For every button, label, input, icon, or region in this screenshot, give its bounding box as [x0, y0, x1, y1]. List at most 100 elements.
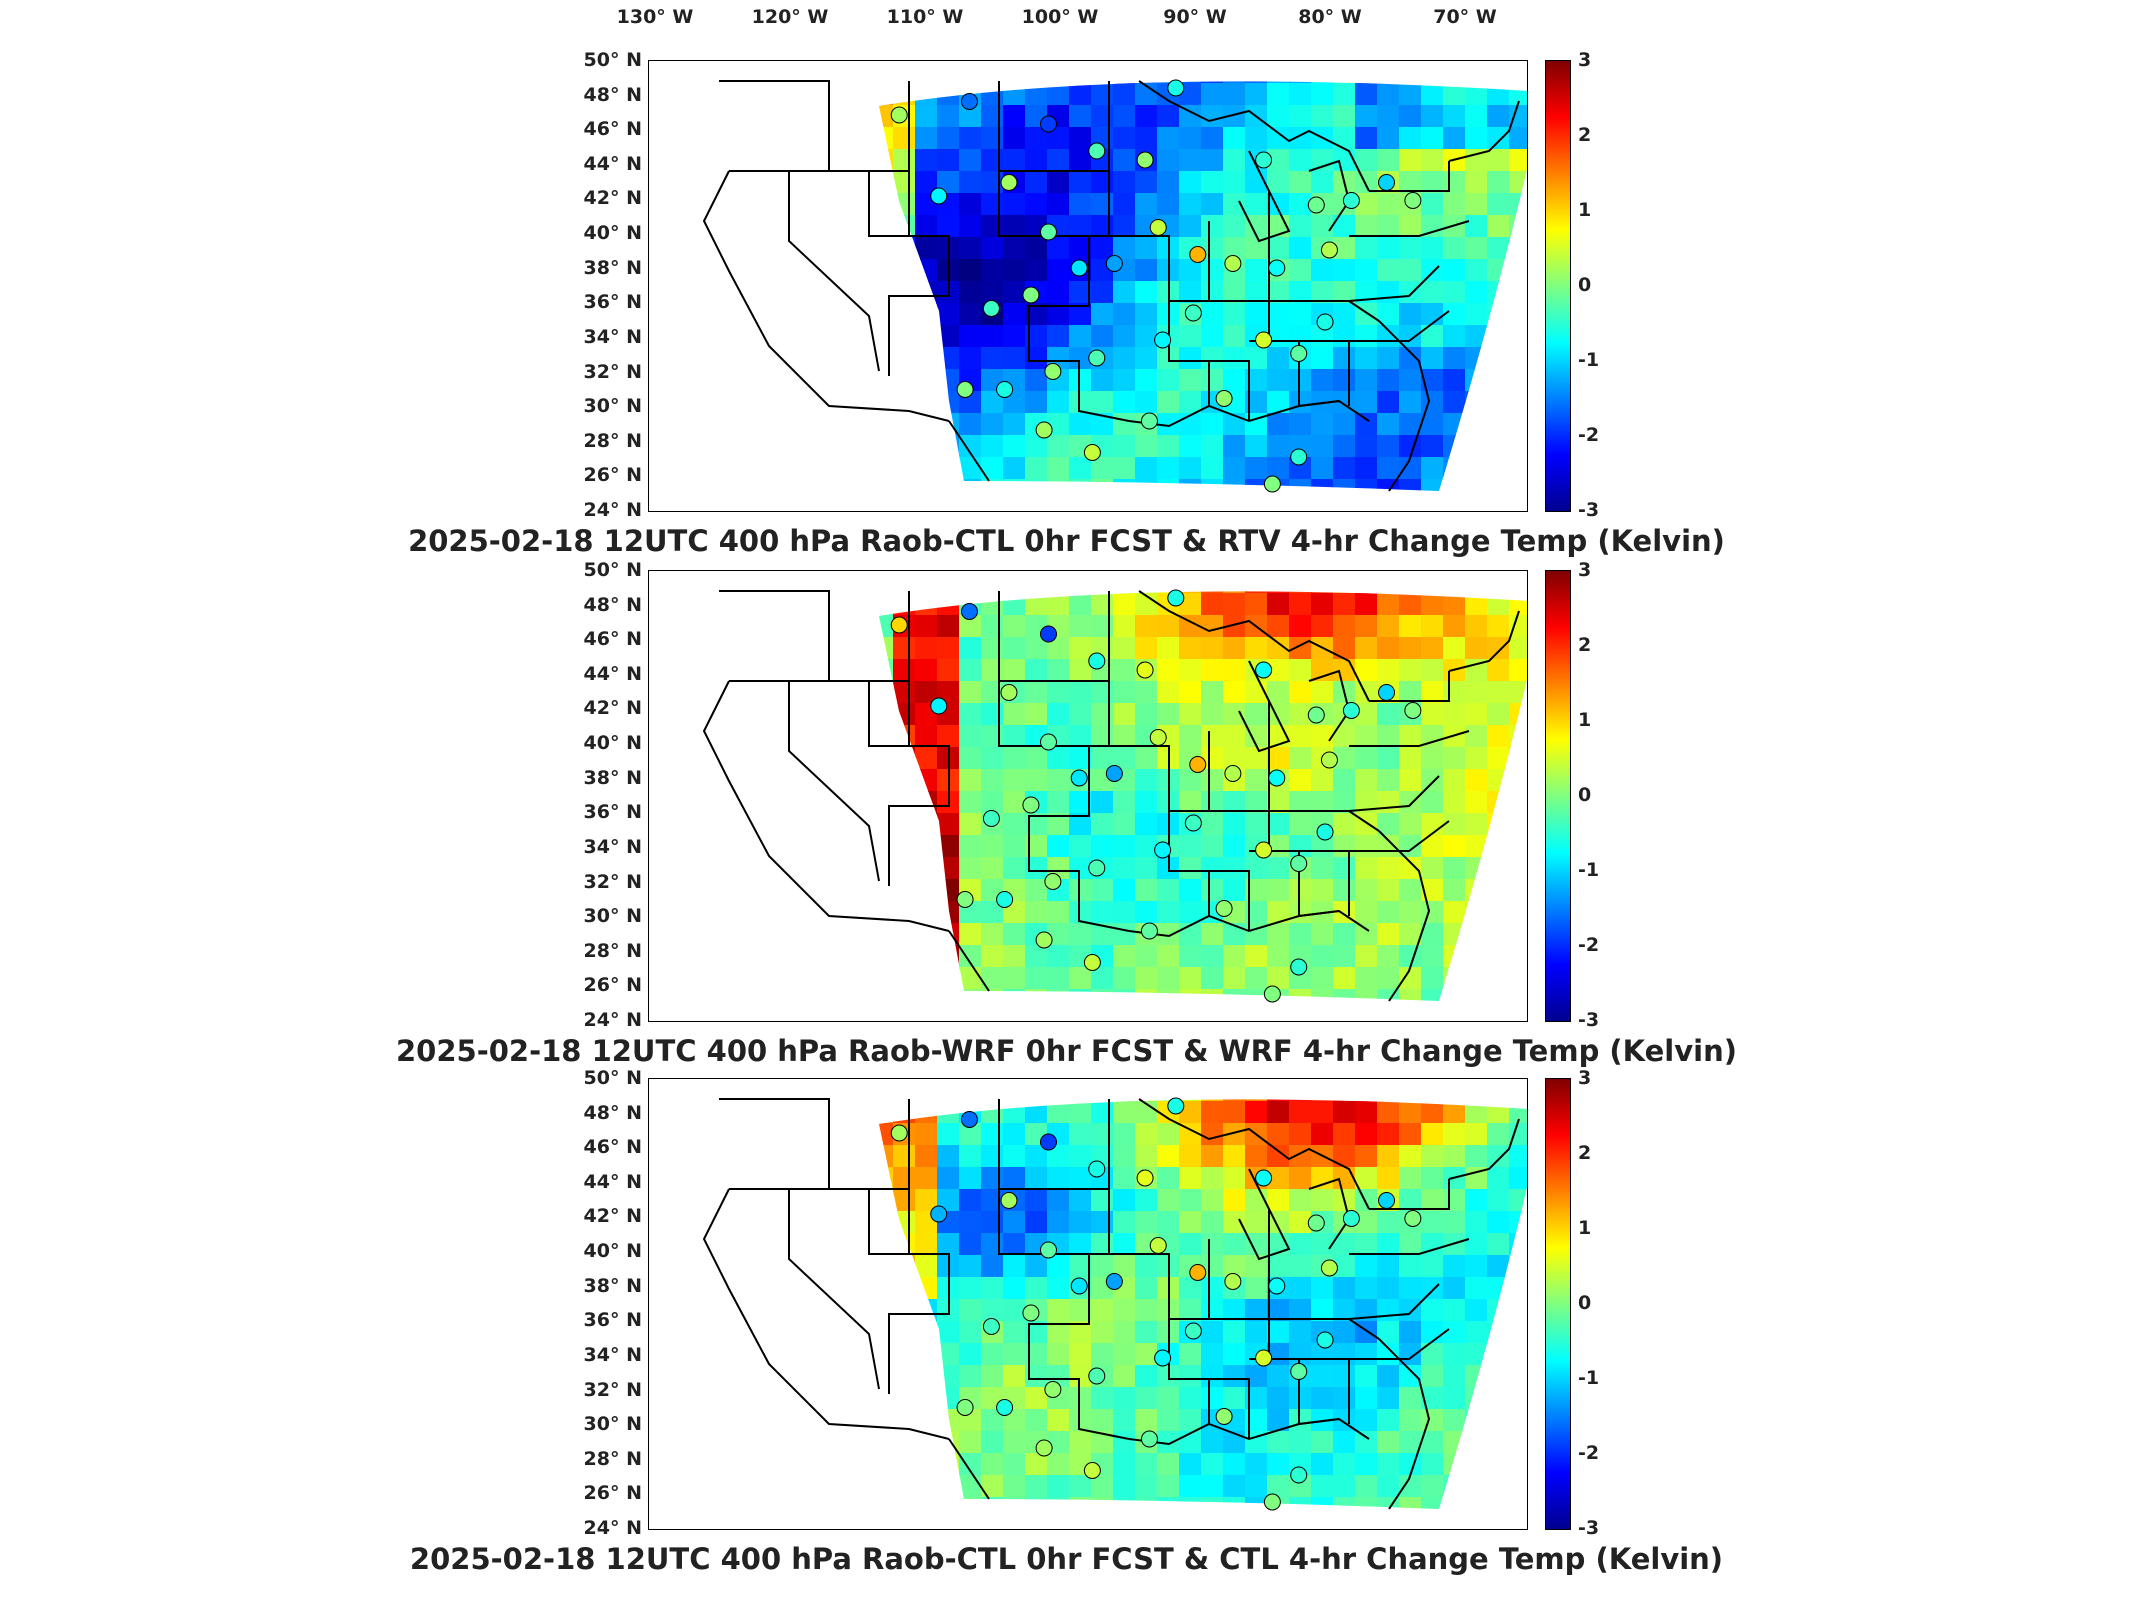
raob-station-marker	[1263, 985, 1281, 1003]
raob-station-marker	[890, 106, 908, 124]
raob-station-marker	[1290, 345, 1308, 362]
raob-station-marker	[1039, 1241, 1057, 1259]
raob-station-marker	[1307, 1214, 1325, 1232]
temperature-change-field	[879, 1099, 1527, 1510]
raob-station-marker	[1154, 1349, 1172, 1367]
raob-station-marker	[1255, 841, 1273, 859]
raob-station-marker	[930, 1205, 948, 1223]
boundary-line	[1138, 590, 1370, 702]
boundary-line	[1308, 1177, 1351, 1250]
raob-station-marker	[956, 1399, 974, 1416]
raob-station-marker	[1189, 1264, 1207, 1281]
boundary-line	[1349, 730, 1470, 747]
colorbar-tick-label: 3	[1578, 1067, 1592, 1089]
panel-title: 2025-02-18 12UTC 400 hPa Raob-WRF 0hr FC…	[395, 1034, 1737, 1068]
lat-tick-label: 28° N	[583, 1447, 642, 1470]
raob-station-marker	[1255, 1349, 1273, 1367]
raob-station-marker	[1404, 1210, 1422, 1227]
boundary-line	[1268, 701, 1380, 832]
boundary-line	[1128, 1417, 1370, 1446]
raob-station-marker	[1140, 412, 1158, 430]
raob-station-marker	[1215, 900, 1233, 917]
boundary-line	[948, 1438, 990, 1500]
raob-station-marker	[1263, 1493, 1281, 1511]
map-svg	[702, 79, 1527, 493]
lat-tick-label: 34° N	[583, 1343, 642, 1366]
boundary-line	[702, 170, 950, 422]
boundary-line	[1168, 301, 1210, 406]
boundary-line	[1348, 1283, 1440, 1320]
boundary-line	[948, 420, 990, 482]
colorbar-tick-label: -3	[1578, 499, 1600, 521]
raob-station-marker	[1088, 349, 1106, 367]
lat-tick-label: 50° N	[583, 49, 642, 71]
colorbar	[1545, 60, 1571, 512]
raob-station-marker	[996, 381, 1014, 398]
boundary-line	[1348, 775, 1440, 812]
boundary-line	[868, 171, 949, 237]
lat-tick-label: 46° N	[583, 1136, 642, 1159]
lon-tick-label: 90° W	[1163, 6, 1227, 28]
raob-station-marker	[1088, 652, 1106, 670]
raob-station-marker	[960, 1111, 978, 1128]
colorbar-tick-label: -2	[1578, 424, 1600, 446]
lat-tick-label: 28° N	[583, 429, 642, 452]
lat-tick-label: 44° N	[583, 1170, 642, 1193]
lat-tick-label: 38° N	[583, 256, 642, 279]
raob-station-marker	[1044, 873, 1062, 890]
boundary-line	[1369, 671, 1450, 702]
boundary-line	[1208, 221, 1270, 341]
panel-title: 2025-02-18 12UTC 400 hPa Raob-CTL 0hr FC…	[409, 1542, 1724, 1576]
boundary-line	[1028, 306, 1130, 422]
state-boundaries	[702, 590, 1520, 1002]
raob-station-marker	[1088, 1160, 1106, 1178]
raob-station-marker	[956, 891, 974, 908]
boundary-line	[1349, 1328, 1450, 1360]
map-plot-area	[648, 60, 1528, 512]
lat-tick-label: 46° N	[583, 628, 642, 651]
raob-station-marker	[1316, 1331, 1334, 1349]
colorbar-tick-label: -1	[1578, 859, 1600, 881]
boundary-line	[1209, 1378, 1250, 1439]
raob-station-marker	[1083, 954, 1101, 971]
raob-station-marker	[1316, 313, 1334, 331]
raob-station-marker	[1224, 255, 1242, 272]
raob-station-marker	[1378, 684, 1396, 701]
raob-station-marker	[1044, 363, 1062, 380]
raob-station-marker	[1342, 1210, 1360, 1227]
raob-station-marker	[1000, 174, 1018, 191]
boundary-line	[1378, 830, 1431, 1002]
colorbar-tick-label: 1	[1578, 1217, 1592, 1239]
boundary-line	[1238, 150, 1291, 243]
lat-tick-label: 44° N	[583, 152, 642, 175]
raob-station-marker	[1088, 142, 1106, 160]
raob-station-marker	[1035, 931, 1053, 949]
map-svg	[702, 1097, 1527, 1511]
boundary-line	[788, 1189, 880, 1390]
raob-station-marker	[1083, 1462, 1101, 1479]
boundary-line	[1349, 220, 1470, 237]
raob-station-marker	[1000, 1192, 1018, 1209]
raob-station-marker	[1039, 625, 1057, 643]
raob-station-marker	[1105, 255, 1123, 272]
boundary-line	[1168, 1319, 1210, 1424]
lat-tick-label: 24° N	[583, 1009, 642, 1031]
lat-tick-label: 32° N	[583, 1378, 642, 1401]
raob-station-marker	[1022, 796, 1040, 814]
raob-station-marker	[1189, 246, 1207, 263]
colorbar-tick-label: 3	[1578, 49, 1592, 71]
raob-station-marker	[1136, 151, 1154, 169]
colorbar-tick-label: -3	[1578, 1009, 1600, 1031]
boundary-line	[729, 81, 830, 172]
lon-tick-label: 80° W	[1298, 6, 1362, 28]
temperature-change-field	[879, 81, 1527, 492]
raob-station-marker	[1140, 922, 1158, 940]
boundary-line	[702, 1188, 950, 1440]
lat-tick-label: 42° N	[583, 1205, 642, 1228]
boundary-line	[1268, 1209, 1380, 1340]
lat-tick-label: 42° N	[583, 697, 642, 720]
raob-station-marker	[1167, 1097, 1185, 1115]
raob-station-marker	[1215, 1408, 1233, 1425]
raob-station-marker	[1149, 1237, 1167, 1254]
boundary-line	[1308, 159, 1351, 232]
